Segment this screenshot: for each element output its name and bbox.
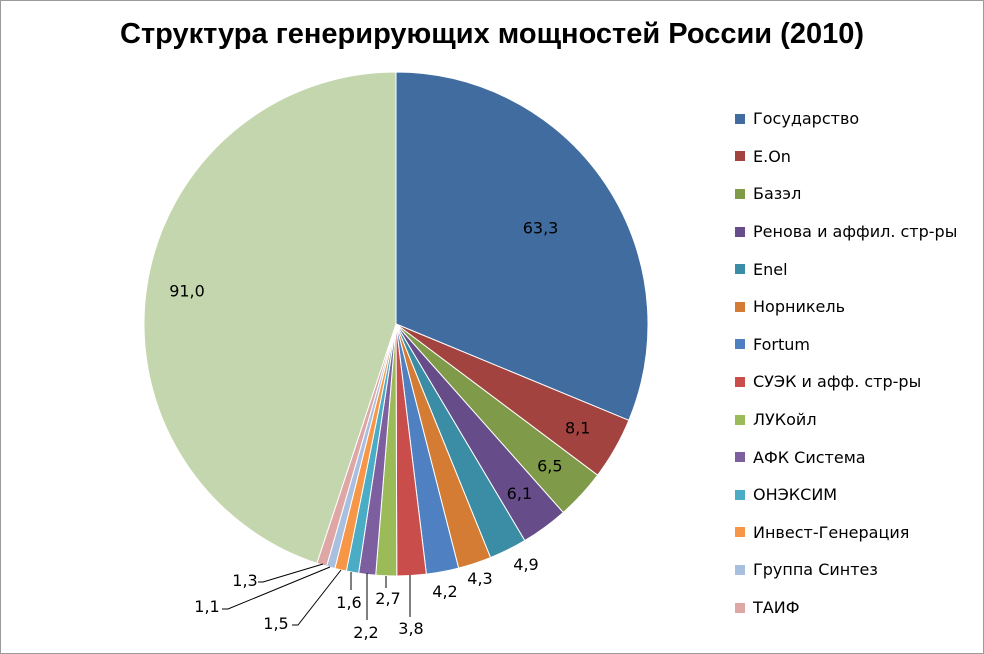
- legend-swatch-12: [735, 564, 745, 575]
- legend-label-2: Базэл: [753, 184, 802, 204]
- data-label-5: 4,3: [467, 569, 492, 588]
- legend-swatch-7: [735, 376, 745, 387]
- legend-item-3: Ренова и аффил. стр-ры: [735, 213, 980, 251]
- data-label-8: 2,7: [375, 589, 400, 608]
- leader-line-12: [222, 566, 331, 610]
- legend-swatch-11: [735, 527, 745, 538]
- leader-line-13: [258, 563, 324, 583]
- legend-label-11: Инвест-Генерация: [753, 522, 910, 542]
- legend-swatch-1: [735, 151, 745, 162]
- chart-legend: Государство E.On Базэл Ренова и аффил. стр-…: [735, 100, 980, 626]
- legend-label-0: Государство: [753, 109, 860, 129]
- legend-item-8: ЛУКойл: [735, 401, 980, 439]
- legend-swatch-6: [735, 339, 745, 350]
- data-label-1: 8,1: [565, 419, 590, 438]
- data-label-13: 1,3: [232, 571, 257, 590]
- legend-item-12: Группа Синтез: [735, 551, 980, 589]
- legend-item-13: ТАИФ: [735, 589, 980, 627]
- legend-swatch-8: [735, 414, 745, 425]
- legend-item-1: E.On: [735, 138, 980, 176]
- legend-label-12: Группа Синтез: [753, 560, 878, 580]
- data-label-0: 63,3: [523, 218, 559, 237]
- leader-line-11: [292, 569, 342, 626]
- legend-label-1: E.On: [753, 146, 791, 166]
- legend-label-3: Ренова и аффил. стр-ры: [753, 222, 958, 242]
- pie-slice-0: [395, 71, 649, 421]
- legend-swatch-3: [735, 226, 745, 237]
- legend-item-2: Базэл: [735, 175, 980, 213]
- legend-item-5: Норникель: [735, 288, 980, 326]
- data-label-4: 4,9: [513, 555, 538, 574]
- data-label-12: 1,1: [194, 597, 219, 616]
- legend-item-9: АФК Система: [735, 438, 980, 476]
- legend-item-11: Инвест-Генерация: [735, 514, 980, 552]
- legend-label-6: Fortum: [753, 334, 810, 354]
- legend-label-8: ЛУКойл: [753, 410, 817, 430]
- legend-label-9: АФК Система: [753, 447, 866, 467]
- data-label-11: 1,5: [263, 614, 288, 633]
- chart-title: Структура генерирующих мощностей России …: [120, 18, 864, 50]
- data-label-10: 1,6: [336, 593, 361, 612]
- legend-item-10: ОНЭКСИМ: [735, 476, 980, 514]
- legend-item-4: Enel: [735, 250, 980, 288]
- data-label-2: 6,5: [537, 457, 562, 476]
- legend-label-10: ОНЭКСИМ: [753, 485, 838, 505]
- legend-item-0: Государство: [735, 100, 980, 138]
- data-label-9: 2,2: [353, 623, 378, 642]
- legend-label-13: ТАИФ: [753, 598, 800, 618]
- data-label-3: 6,1: [507, 484, 532, 503]
- legend-item-6: Fortum: [735, 326, 980, 364]
- legend-swatch-13: [735, 602, 745, 613]
- legend-label-5: Норникель: [753, 297, 845, 317]
- data-label-14: 91,0: [169, 281, 205, 300]
- data-label-6: 4,2: [432, 582, 457, 601]
- legend-swatch-2: [735, 188, 745, 199]
- legend-swatch-5: [735, 301, 745, 312]
- legend-label-7: СУЭК и афф. стр-ры: [753, 372, 922, 392]
- pie-slice-14: [143, 71, 397, 564]
- legend-item-7: СУЭК и афф. стр-ры: [735, 363, 980, 401]
- legend-swatch-0: [735, 113, 745, 124]
- legend-swatch-4: [735, 264, 745, 275]
- data-label-7: 3,8: [398, 619, 423, 638]
- legend-swatch-9: [735, 452, 745, 463]
- legend-label-4: Enel: [753, 259, 788, 279]
- legend-swatch-10: [735, 489, 745, 500]
